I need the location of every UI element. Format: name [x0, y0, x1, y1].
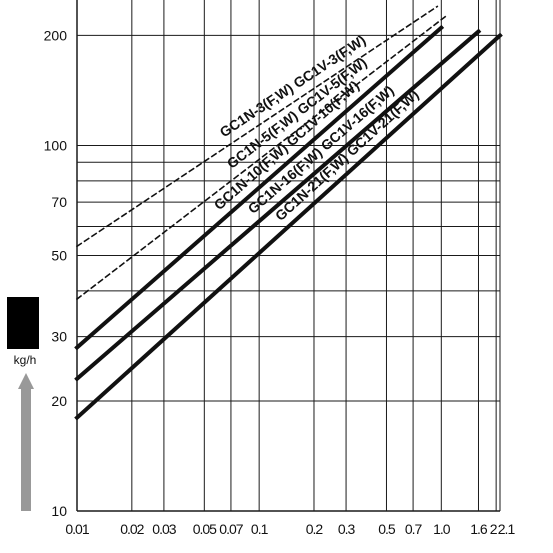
x-tick-label: 0.3 — [338, 521, 356, 537]
x-tick-label: 0.7 — [405, 521, 423, 537]
y-tick-label: 70 — [51, 194, 67, 210]
series-line — [74, 24, 445, 351]
x-tick-label: 0.1 — [251, 521, 269, 537]
y-tick-label: 100 — [44, 137, 68, 153]
x-tick-label: 2.1 — [498, 521, 516, 537]
y-tick-label: 30 — [51, 329, 67, 345]
y-tick-label: 200 — [44, 27, 68, 43]
grid — [76, 0, 501, 512]
x-tick-label: 0.01 — [65, 521, 89, 537]
y-axis-unit-label: kg/h — [14, 353, 37, 367]
up-arrow-icon — [18, 373, 34, 511]
series-line — [74, 32, 503, 421]
y-tick-label: 20 — [51, 393, 67, 409]
x-tick-label: 0.03 — [152, 521, 176, 537]
x-tick-label: 0.5 — [378, 521, 396, 537]
x-tick-label: 0.02 — [120, 521, 144, 537]
series-line — [75, 15, 447, 301]
series-line — [74, 28, 482, 382]
y-tick-label: 50 — [51, 248, 67, 264]
x-tick-label: 2 — [490, 521, 498, 537]
x-tick-label: 0.2 — [306, 521, 324, 537]
series-lines — [74, 5, 503, 421]
x-tick-label: 0.05 — [193, 521, 217, 537]
series-labels: GC1N-3(F,W) GC1V-3(F,W)GC1N-5(F,W) GC1V-… — [211, 32, 422, 224]
y-tick-label: 10 — [51, 503, 67, 519]
y-axis-ticks: 10 20 30 50 70 100 200 — [44, 27, 68, 519]
x-tick-label: 1.6 — [470, 521, 488, 537]
series-line — [75, 5, 439, 248]
x-axis-ticks: 0.01 0.02 0.03 0.05 0.07 0.1 0.2 0.3 0.5 0.7 1.0 1.… — [65, 521, 516, 537]
x-tick-label: 0.07 — [219, 521, 243, 537]
unit-block — [7, 297, 39, 349]
x-tick-label: 1.0 — [433, 521, 451, 537]
